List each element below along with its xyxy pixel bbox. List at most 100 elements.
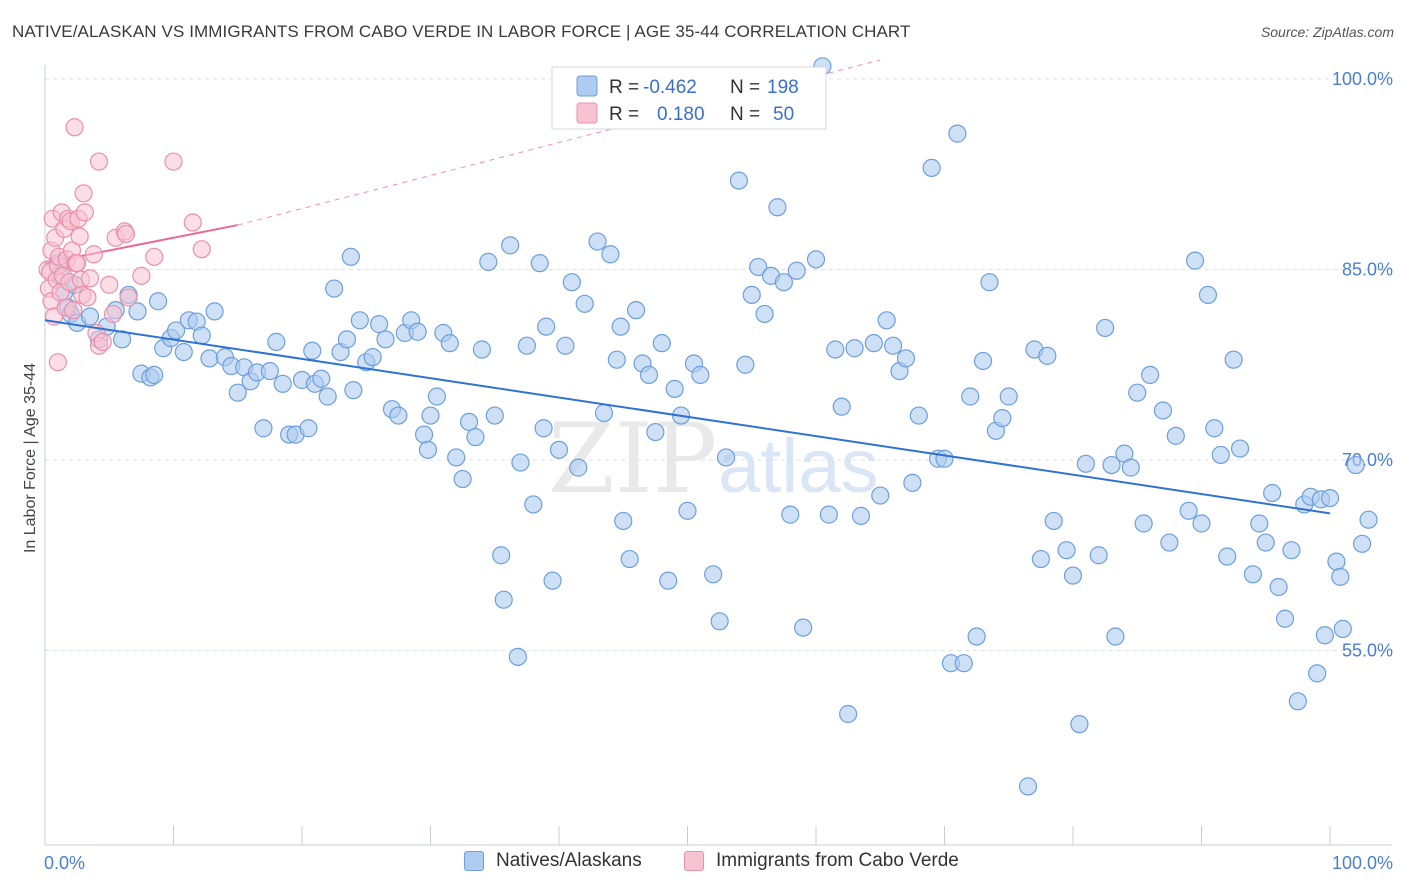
- blue-point: [447, 448, 466, 467]
- blue-point: [903, 473, 922, 492]
- blue-point: [678, 501, 697, 520]
- pink-point: [84, 245, 103, 264]
- blue-point: [1166, 426, 1185, 445]
- blue-point: [1250, 514, 1269, 533]
- blue-point: [1346, 455, 1365, 475]
- pink-points: [38, 118, 211, 372]
- blue-point: [851, 506, 871, 525]
- legend-top-r-label: R =: [609, 104, 639, 125]
- blue-point: [864, 334, 883, 353]
- blue-point: [826, 340, 845, 359]
- blue-point: [1333, 619, 1352, 639]
- blue-point: [1070, 715, 1089, 734]
- blue-point: [511, 453, 530, 472]
- blue-point: [1153, 401, 1173, 420]
- blue-point: [839, 704, 858, 724]
- blue-point: [1106, 627, 1125, 646]
- blue-point: [408, 322, 427, 341]
- blue-point: [479, 252, 498, 271]
- blue-point: [303, 341, 322, 360]
- blue-point: [1282, 541, 1301, 560]
- legend-top-box: [551, 66, 827, 130]
- pink-point: [104, 304, 123, 324]
- pink-point: [132, 266, 151, 285]
- legend-top-r-label: R =: [609, 77, 639, 98]
- blue-point: [112, 330, 132, 349]
- blue-point: [954, 654, 973, 673]
- legend-swatch-pink: [684, 851, 704, 871]
- blue-point: [494, 590, 513, 609]
- pink-point: [119, 288, 138, 307]
- blue-point: [652, 334, 671, 353]
- blue-point: [710, 612, 729, 631]
- blue-point: [421, 406, 440, 425]
- blue-point: [466, 428, 485, 447]
- blue-point: [883, 336, 903, 355]
- legend-top-n-label: N =: [730, 104, 760, 125]
- blue-point: [1160, 533, 1179, 552]
- blue-point: [273, 374, 292, 393]
- blue-point: [588, 232, 607, 251]
- legend-top-swatch-blue: [576, 75, 598, 97]
- blue-point: [337, 330, 357, 349]
- blue-point: [1269, 577, 1288, 597]
- blue-point: [260, 362, 279, 381]
- blue-point: [1038, 346, 1057, 365]
- blue-point: [267, 332, 286, 351]
- legend-top-n-value: 50: [773, 104, 794, 125]
- blue-point: [1315, 626, 1334, 645]
- blue-point: [1089, 546, 1108, 565]
- blue-point: [601, 245, 620, 264]
- blue-point: [1121, 458, 1140, 477]
- y-tick-label: 100.0%: [1332, 69, 1393, 89]
- blue-point: [749, 257, 768, 277]
- blue-point: [1128, 383, 1147, 402]
- pink-point: [68, 254, 87, 273]
- blue-point: [973, 351, 993, 371]
- blue-point: [787, 261, 806, 280]
- blue-point: [1031, 549, 1050, 569]
- blue-point: [1359, 510, 1378, 529]
- blue-point: [569, 458, 588, 477]
- blue-point: [845, 339, 864, 358]
- blue-point: [543, 571, 562, 590]
- blue-point: [819, 505, 838, 524]
- blue-point: [999, 387, 1018, 406]
- legend-top-r-value: 0.180: [657, 104, 705, 125]
- blue-point: [961, 387, 980, 406]
- blue-point: [716, 448, 736, 467]
- blue-point: [729, 171, 749, 190]
- blue-point: [537, 317, 556, 336]
- blue-point: [646, 422, 665, 442]
- watermark-atlas: atlas: [718, 424, 879, 509]
- blue-point: [922, 158, 941, 177]
- blue-point: [350, 311, 369, 330]
- blue-point: [148, 292, 168, 311]
- blue-point: [418, 440, 438, 459]
- blue-point: [871, 486, 890, 505]
- blue-point: [614, 511, 633, 531]
- blue-point: [427, 387, 447, 406]
- pink-point: [192, 240, 211, 259]
- blue-point: [755, 304, 774, 324]
- blue-point: [205, 302, 224, 321]
- blue-point: [781, 505, 800, 524]
- blue-point: [1327, 552, 1346, 571]
- x-tick-labels: 0.0% 100.0%: [44, 853, 1393, 873]
- pink-point: [65, 118, 84, 137]
- blue-point: [794, 618, 813, 637]
- blue-point: [501, 236, 520, 255]
- blue-points: [48, 57, 1378, 796]
- blue-point: [174, 342, 193, 362]
- blue-point: [1218, 547, 1237, 566]
- pink-point: [116, 224, 136, 244]
- blue-point: [562, 273, 581, 292]
- legend-label-natives: Natives/Alaskans: [496, 850, 642, 871]
- source-credit: Source: ZipAtlas.com: [1260, 24, 1394, 40]
- blue-point: [659, 571, 678, 590]
- blue-point: [440, 334, 459, 353]
- blue-point: [192, 326, 211, 345]
- legend-top-n-value: 198: [767, 77, 799, 98]
- legend-top-n-label: N =: [730, 77, 760, 98]
- pink-point: [70, 227, 89, 246]
